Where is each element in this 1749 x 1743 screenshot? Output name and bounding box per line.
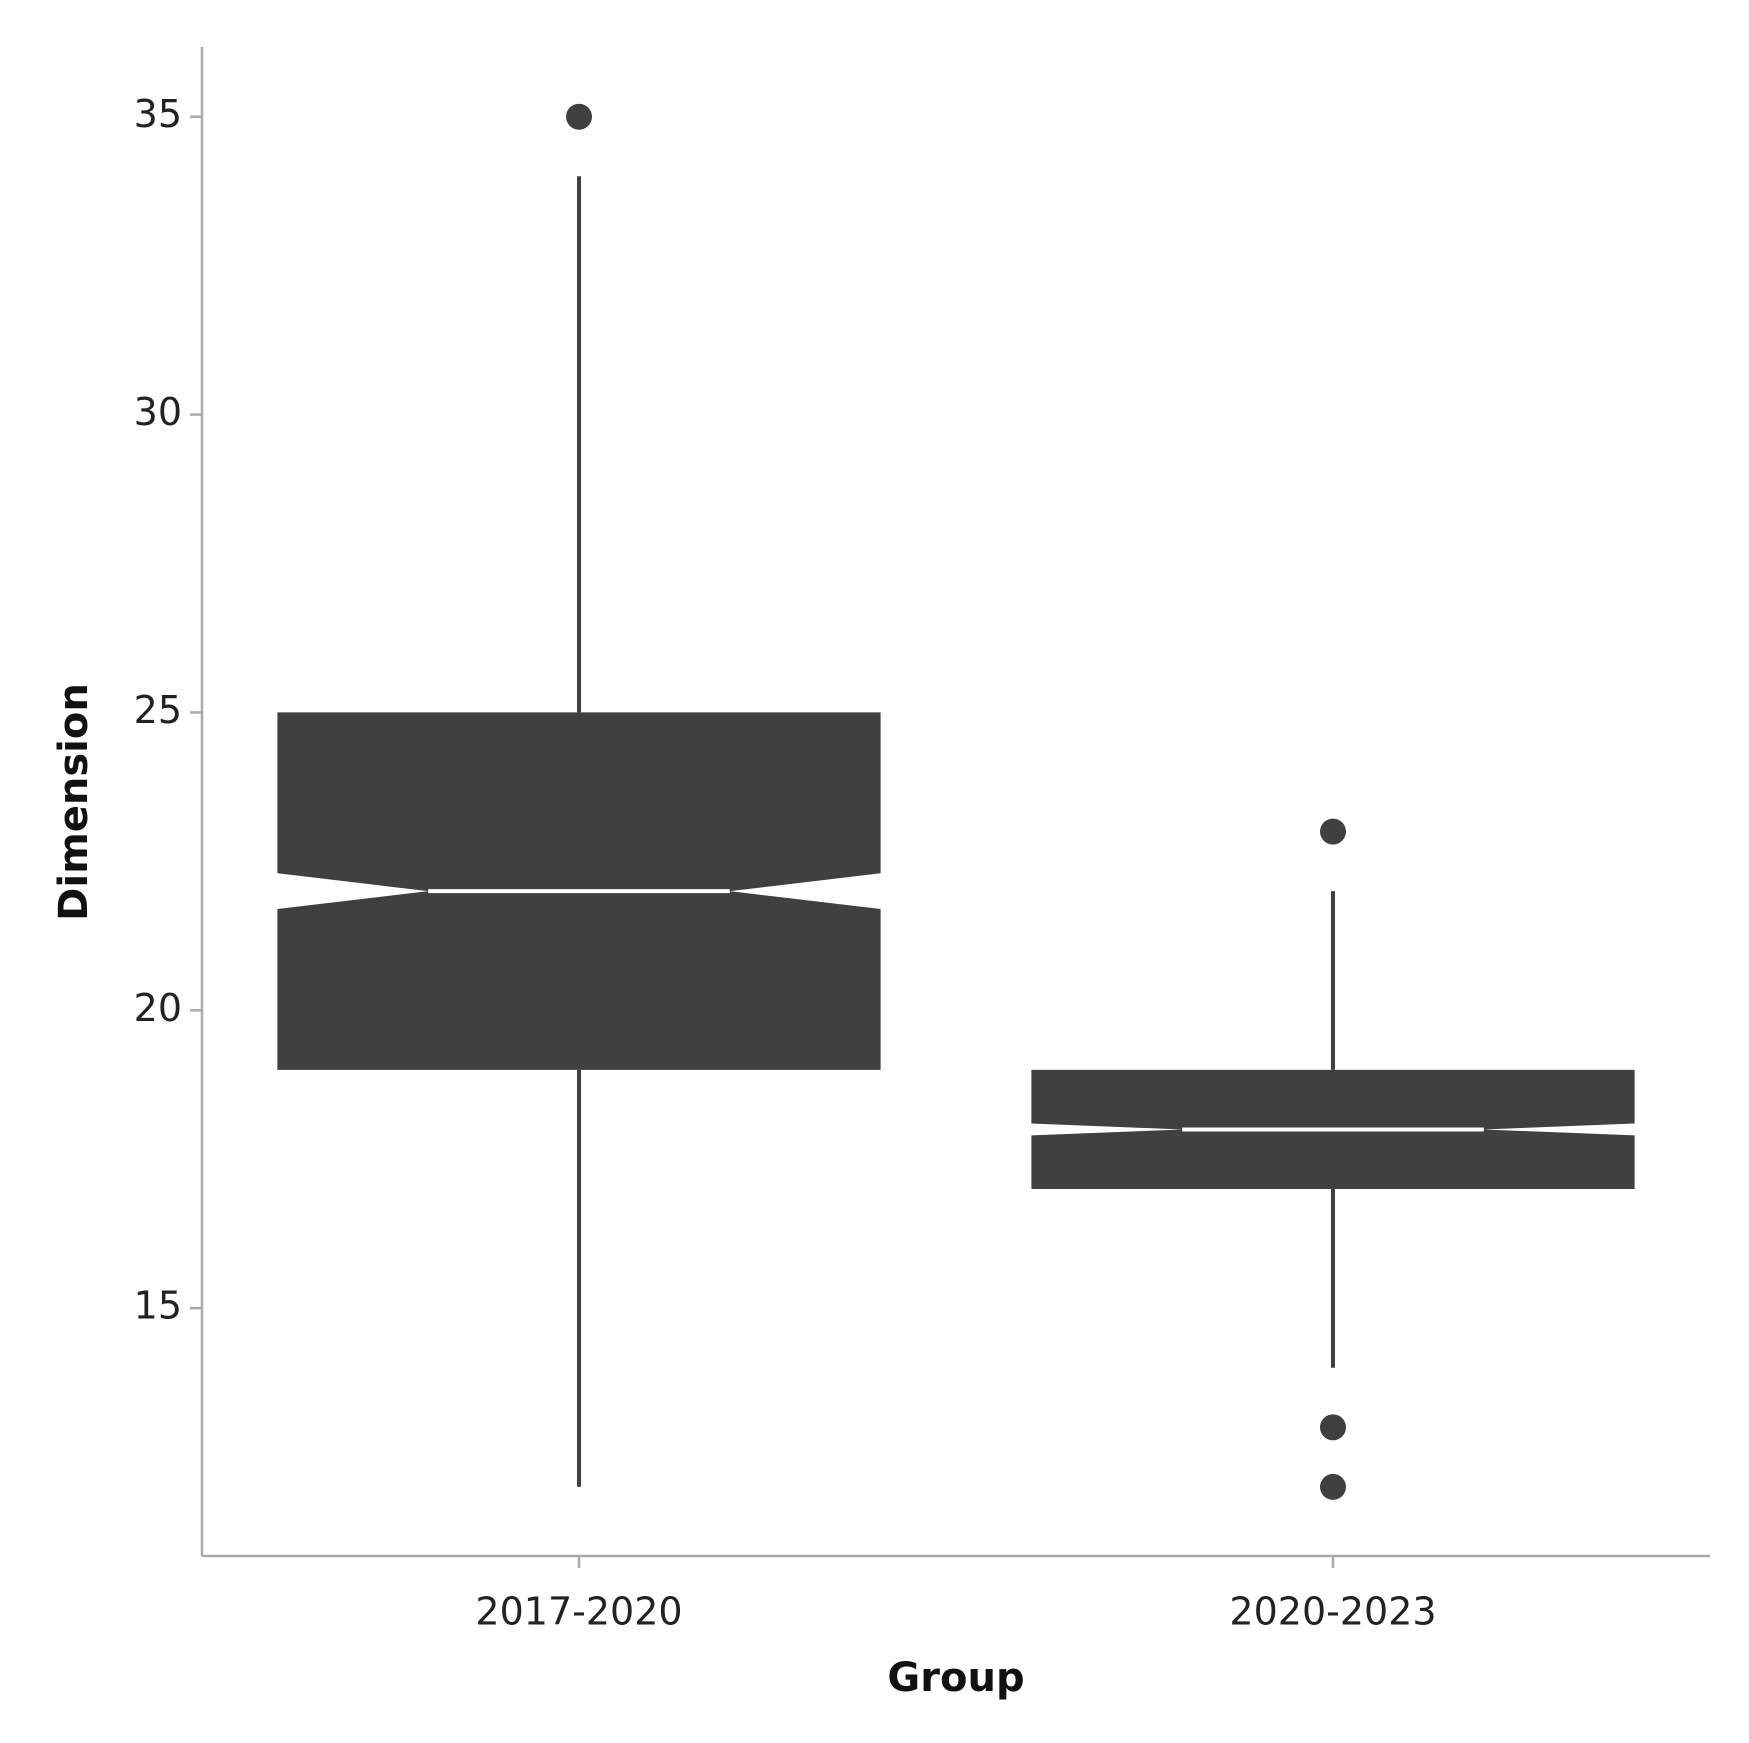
y-tick-label: 30 xyxy=(134,390,182,434)
x-tick-label: 2020-2023 xyxy=(1229,1590,1436,1634)
outlier xyxy=(1320,1414,1346,1441)
outlier xyxy=(566,103,592,130)
y-tick-label: 25 xyxy=(134,688,182,732)
outlier xyxy=(1320,1473,1346,1500)
y-axis-label: Dimension xyxy=(51,683,97,921)
y-tick-label: 20 xyxy=(134,986,182,1030)
outlier xyxy=(1320,818,1346,845)
y-tick-label: 15 xyxy=(134,1284,182,1328)
y-tick-label: 35 xyxy=(134,92,182,136)
x-axis-label: Group xyxy=(887,1655,1024,1701)
x-tick-label: 2017-2020 xyxy=(475,1590,682,1634)
